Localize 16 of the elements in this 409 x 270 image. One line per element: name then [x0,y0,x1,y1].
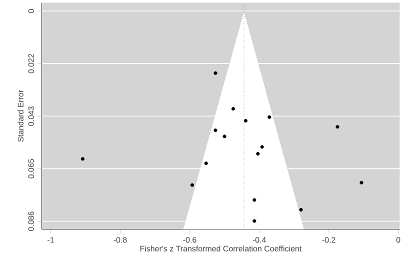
point [260,145,264,149]
point [190,183,194,187]
point [214,128,218,132]
point [80,157,85,161]
point [252,219,256,223]
point [268,115,272,119]
point [252,198,256,202]
point [244,118,248,123]
point [204,162,208,166]
point [256,152,260,156]
point [360,180,364,184]
point [214,71,218,75]
point [222,134,226,138]
point [231,106,236,111]
point [336,125,340,129]
point [299,208,303,212]
